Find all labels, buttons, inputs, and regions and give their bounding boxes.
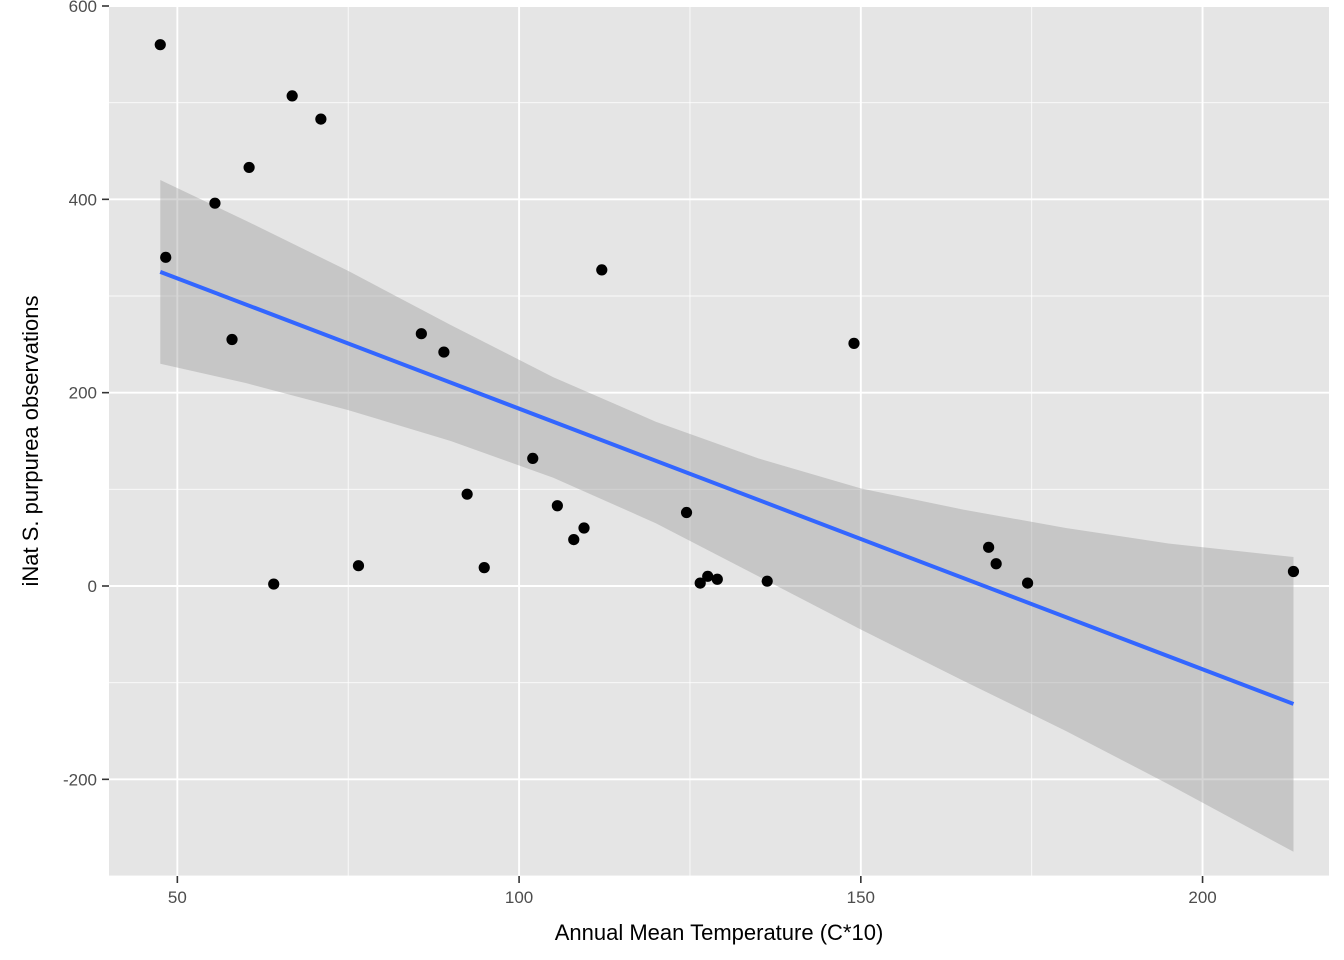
data-point — [848, 337, 860, 349]
data-point — [596, 264, 608, 276]
data-point — [226, 333, 238, 346]
data-point — [527, 452, 539, 464]
data-point — [680, 506, 693, 519]
y-tick-labels: -200 0 200 400 600 — [63, 0, 97, 789]
data-point — [551, 500, 563, 512]
data-point — [154, 39, 166, 51]
data-point — [1287, 565, 1300, 578]
axis-ticks — [102, 5, 1204, 883]
data-point — [160, 251, 172, 263]
minor-gridlines — [109, 6, 1329, 877]
major-gridlines — [109, 5, 1329, 876]
x-tick-labels: 50 100 150 200 — [168, 888, 1217, 907]
data-point — [352, 560, 365, 572]
data-points — [154, 39, 1300, 590]
data-point — [438, 346, 450, 358]
data-point — [578, 522, 590, 534]
y-tick-label: 200 — [69, 384, 97, 403]
data-point — [990, 558, 1002, 570]
data-point — [761, 575, 773, 587]
data-point — [268, 578, 280, 590]
data-point — [568, 534, 580, 546]
plot-panel — [109, 6, 1329, 876]
x-tick-label: 200 — [1188, 888, 1216, 907]
y-axis-title: iNat S. purpurea observations — [18, 295, 43, 586]
data-point — [315, 113, 327, 125]
x-tick-label: 150 — [847, 888, 875, 907]
x-axis-title: Annual Mean Temperature (C*10) — [555, 920, 884, 945]
data-point — [286, 90, 298, 102]
data-point — [209, 197, 221, 209]
y-tick-label: 400 — [69, 190, 97, 209]
x-tick-label: 50 — [168, 888, 187, 907]
data-point — [702, 570, 714, 582]
fit-line — [159, 269, 1295, 706]
data-point — [1021, 577, 1034, 589]
data-point — [983, 541, 995, 553]
data-point — [461, 488, 473, 500]
data-point — [478, 562, 490, 574]
y-tick-label: 600 — [69, 0, 97, 16]
data-point — [694, 577, 706, 589]
x-tick-label: 100 — [505, 888, 533, 907]
y-tick-label: -200 — [63, 770, 97, 789]
data-point — [243, 161, 255, 174]
data-point — [415, 328, 427, 340]
data-point — [711, 573, 723, 585]
y-tick-label: 0 — [88, 577, 97, 596]
